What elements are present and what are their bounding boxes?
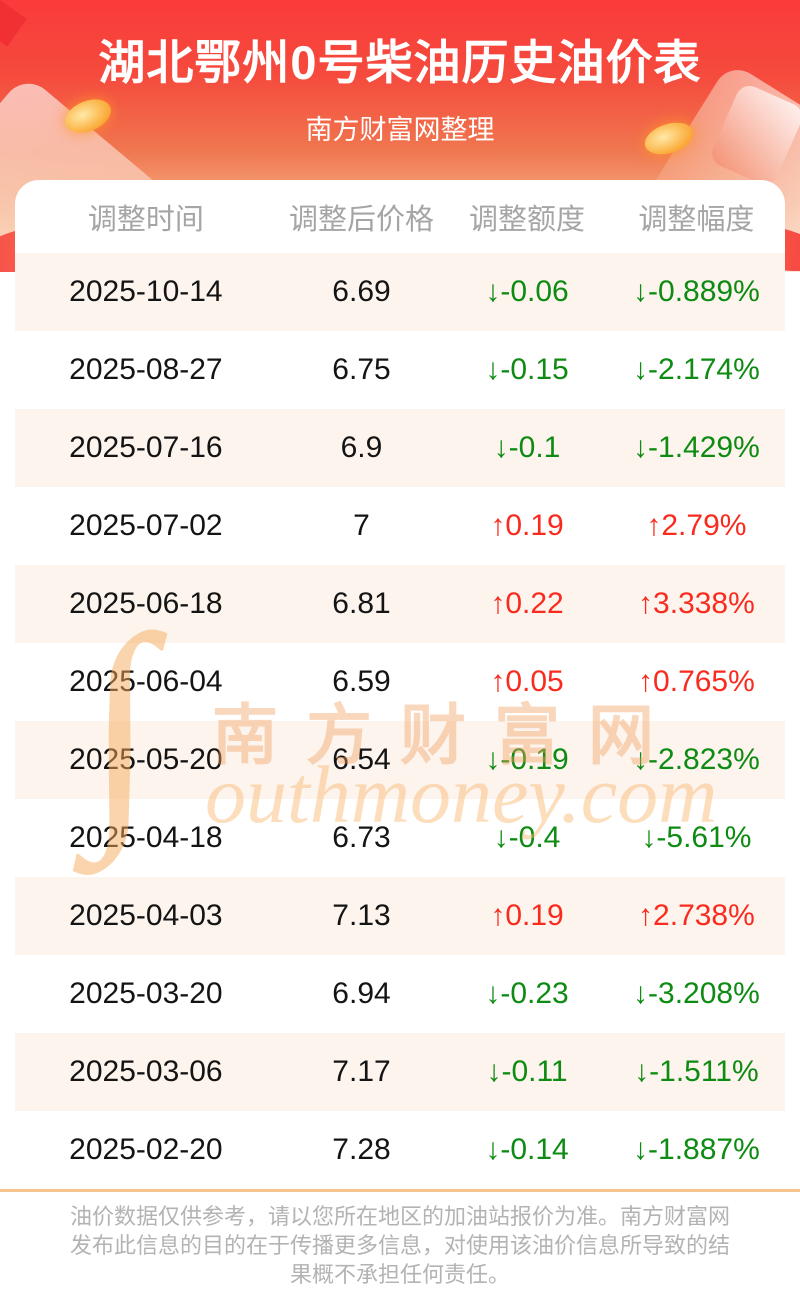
cell-change: ↓-0.19 <box>485 743 569 776</box>
table-row: 2025-06-18 6.81 ↑0.22 ↑3.338% <box>15 565 785 643</box>
cell-change: ↓-0.1 <box>493 431 561 464</box>
table-row: 2025-07-02 7 ↑0.19 ↑2.79% <box>15 487 785 565</box>
cell-price: 7.28 <box>332 1133 391 1166</box>
table-row: 2025-04-18 6.73 ↓-0.4 ↓-5.61% <box>15 799 785 877</box>
disclaimer-footer: 油价数据仅供参考，请以您所在地区的加油站报价为准。南方财富网 发布此信息的目的在… <box>0 1189 800 1289</box>
cell-date: 2025-02-20 <box>69 1133 223 1166</box>
cell-date: 2025-06-04 <box>69 665 223 698</box>
cell-percent: ↓-5.61% <box>641 821 752 854</box>
cell-change: ↓-0.14 <box>485 1133 569 1166</box>
cell-date: 2025-03-20 <box>69 977 223 1010</box>
cell-price: 7 <box>353 509 370 542</box>
cell-date: 2025-07-16 <box>69 431 223 464</box>
disclaimer-line-3: 果概不承担任何责任。 <box>289 1262 510 1287</box>
cell-percent: ↑3.338% <box>638 587 755 620</box>
cell-date: 2025-06-18 <box>69 587 223 620</box>
cell-percent: ↓-1.887% <box>633 1133 760 1166</box>
cell-percent: ↑2.738% <box>638 899 755 932</box>
disclaimer-line-1: 油价数据仅供参考，请以您所在地区的加油站报价为准。南方财富网 <box>69 1204 730 1229</box>
cell-change: ↓-0.11 <box>486 1055 568 1088</box>
cell-date: 2025-07-02 <box>69 509 223 542</box>
page-title: 湖北鄂州0号柴油历史油价表 <box>98 36 702 89</box>
column-header-date: 调整时间 <box>87 203 204 236</box>
cell-percent: ↓-2.174% <box>633 353 760 386</box>
cell-percent: ↓-1.511% <box>634 1055 759 1088</box>
table-row: 2025-02-20 7.28 ↓-0.14 ↓-1.887% <box>15 1111 785 1189</box>
cell-price: 6.9 <box>340 431 383 464</box>
cell-percent: ↓-3.208% <box>633 977 760 1010</box>
price-table-card: 调整时间 调整后价格 调整额度 调整幅度 2025-10-14 6.69 ↓-0… <box>15 180 785 1189</box>
column-header-price: 调整后价格 <box>288 203 434 236</box>
cell-percent: ↑0.765% <box>638 665 755 698</box>
table-row: 2025-10-14 6.69 ↓-0.06 ↓-0.889% <box>15 253 785 331</box>
cell-price: 6.94 <box>332 977 391 1010</box>
table-row: 2025-03-20 6.94 ↓-0.23 ↓-3.208% <box>15 955 785 1033</box>
cell-change: ↓-0.23 <box>485 977 569 1010</box>
cell-percent: ↓-0.889% <box>633 275 760 308</box>
cell-change: ↓-0.15 <box>485 353 569 386</box>
cell-date: 2025-08-27 <box>69 353 223 386</box>
page-subtitle: 南方财富网整理 <box>305 115 495 145</box>
cell-change: ↓-0.06 <box>485 275 569 308</box>
cell-date: 2025-10-14 <box>69 275 223 308</box>
cell-change: ↑0.19 <box>490 899 564 932</box>
cell-price: 6.81 <box>332 587 391 620</box>
cell-price: 6.69 <box>332 275 391 308</box>
cell-price: 6.75 <box>332 353 391 386</box>
table-row: 2025-05-20 6.54 ↓-0.19 ↓-2.823% <box>15 721 785 799</box>
cell-date: 2025-04-18 <box>69 821 223 854</box>
cell-change: ↓-0.4 <box>493 821 561 854</box>
table-body: 2025-10-14 6.69 ↓-0.06 ↓-0.889% 2025-08-… <box>15 253 785 1189</box>
cell-percent: ↑2.79% <box>646 509 747 542</box>
table-row: 2025-03-06 7.17 ↓-0.11 ↓-1.511% <box>15 1033 785 1111</box>
cell-change: ↑0.22 <box>490 587 564 620</box>
column-header-percent: 调整幅度 <box>638 203 755 236</box>
cell-percent: ↓-2.823% <box>633 743 760 776</box>
cell-price: 7.17 <box>332 1055 391 1088</box>
cell-date: 2025-04-03 <box>69 899 223 932</box>
cell-change: ↑0.05 <box>490 665 564 698</box>
cell-date: 2025-03-06 <box>69 1055 223 1088</box>
table-header-row: 调整时间 调整后价格 调整额度 调整幅度 <box>15 180 785 253</box>
table-row: 2025-07-16 6.9 ↓-0.1 ↓-1.429% <box>15 409 785 487</box>
table-row: 2025-08-27 6.75 ↓-0.15 ↓-2.174% <box>15 331 785 409</box>
cell-price: 6.59 <box>332 665 391 698</box>
cell-date: 2025-05-20 <box>69 743 223 776</box>
column-header-change: 调整额度 <box>469 203 586 236</box>
table-row: 2025-04-03 7.13 ↑0.19 ↑2.738% <box>15 877 785 955</box>
cell-change: ↑0.19 <box>490 509 564 542</box>
cell-percent: ↓-1.429% <box>633 431 760 464</box>
cell-price: 6.54 <box>332 743 391 776</box>
table-row: 2025-06-04 6.59 ↑0.05 ↑0.765% <box>15 643 785 721</box>
cell-price: 7.13 <box>332 899 391 932</box>
disclaimer-line-2: 发布此信息的目的在于传播更多信息，对使用该油价信息所导致的结 <box>69 1233 730 1258</box>
cell-price: 6.73 <box>332 821 391 854</box>
